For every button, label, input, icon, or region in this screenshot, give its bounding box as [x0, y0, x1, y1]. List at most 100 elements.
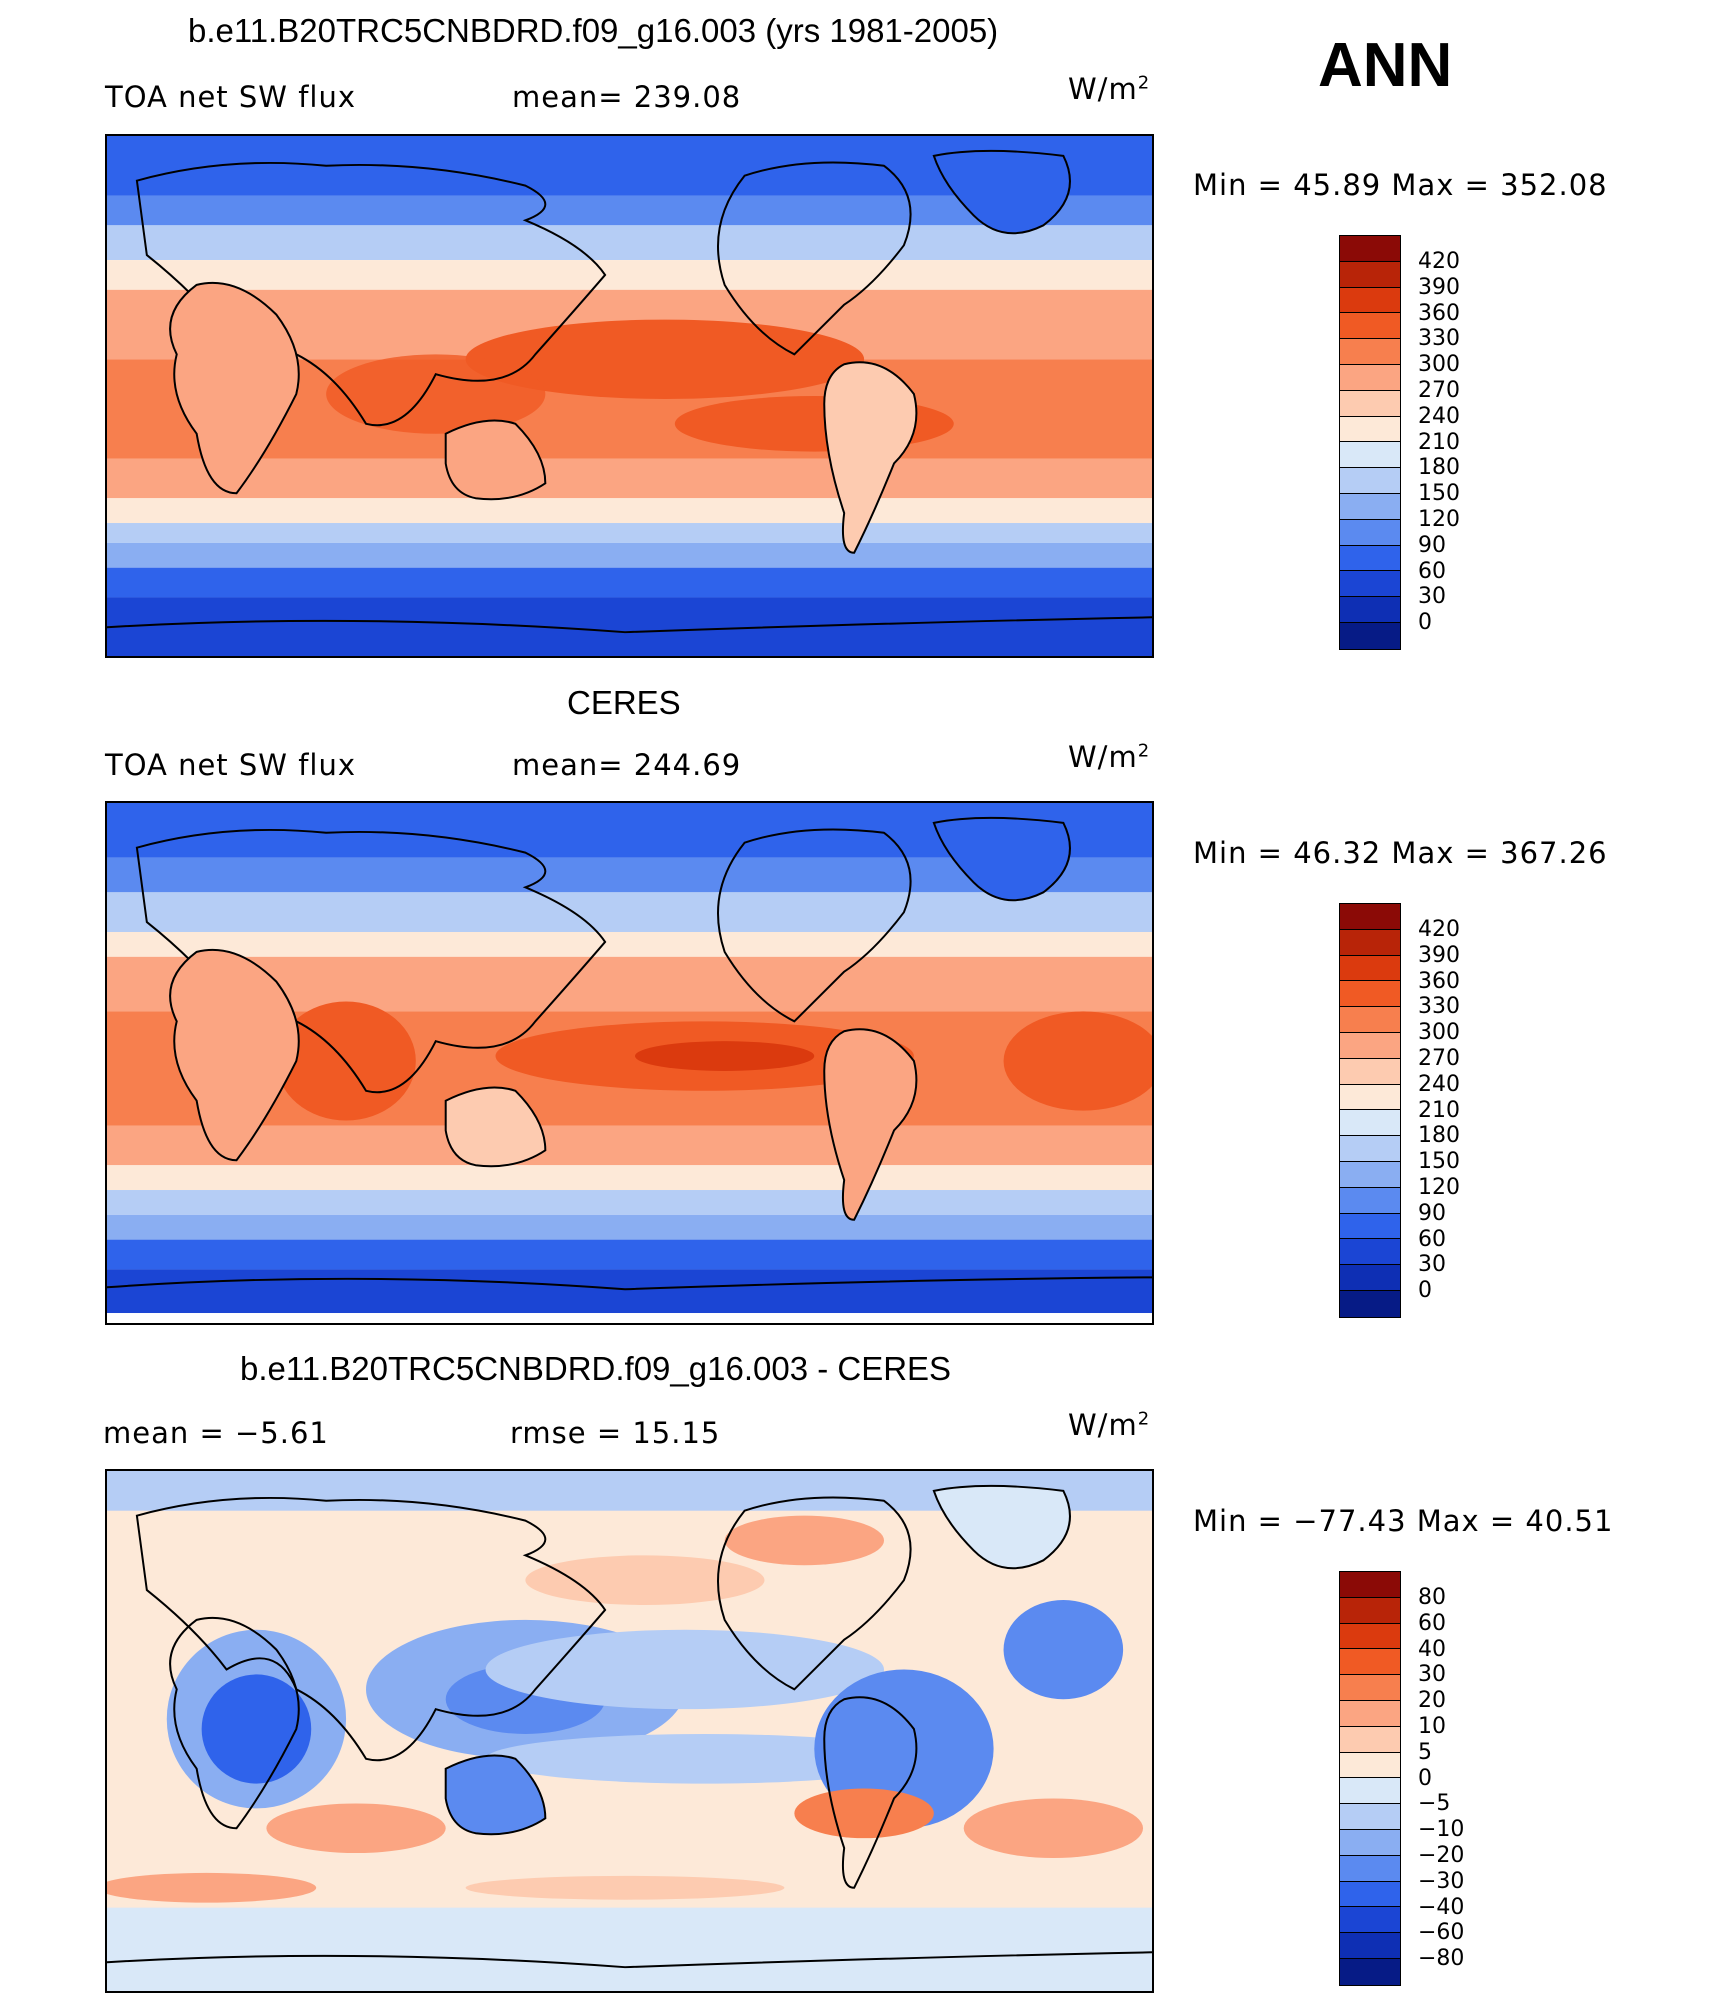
colorbar-tick-label: 60: [1418, 558, 1446, 584]
colorbar-tick-label: 90: [1418, 532, 1446, 558]
colorbar-swatch: [1340, 597, 1400, 623]
colorbar-tick-label: 120: [1418, 1174, 1460, 1200]
colorbar-swatch: [1340, 1136, 1400, 1162]
colorbar-swatch: [1340, 493, 1400, 520]
colorbar-tick-label: 30: [1418, 1252, 1446, 1278]
colorbar-swatch: [1340, 1778, 1400, 1805]
colorbar-swatch: [1340, 442, 1400, 469]
colorbar-tick-label: 0: [1418, 610, 1432, 636]
colorbar-swatch: [1340, 1239, 1400, 1266]
colorbar-swatch: [1340, 1907, 1400, 1934]
colorbar-tick-label: −5: [1418, 1791, 1451, 1817]
colorbar-swatch: [1340, 1649, 1400, 1676]
colorbar-swatch: [1340, 236, 1400, 262]
colorbar-swatch: [1340, 339, 1400, 365]
panel-2-variable-label: TOA net SW flux: [105, 748, 357, 782]
colorbar-tick-label: 150: [1418, 481, 1460, 507]
colorbar-tick-label: 10: [1418, 1713, 1446, 1739]
panel-3-colorbar-labels: 80 60 40 30 20 10 5 0 −5 −10 −20 −30 −40…: [1418, 1585, 1464, 1972]
colorbar-swatch: [1340, 1187, 1400, 1214]
panel-3-units: W/m2: [1068, 1408, 1151, 1442]
colorbar-tick-label: 60: [1418, 1226, 1446, 1252]
colorbar-swatch: [1340, 1110, 1400, 1137]
colorbar-tick-label: 180: [1418, 455, 1460, 481]
panel-1-mean-label: mean= 239.08: [512, 80, 742, 114]
colorbar-tick-label: 420: [1418, 917, 1460, 942]
colorbar-swatch: [1340, 1084, 1400, 1111]
colorbar-tick-label: 420: [1418, 249, 1460, 274]
colorbar-tick-label: −10: [1418, 1817, 1465, 1843]
colorbar-tick-label: 300: [1418, 1020, 1460, 1046]
colorbar-tick-label: 5: [1418, 1739, 1432, 1765]
colorbar-tick-label: 360: [1418, 300, 1460, 326]
colorbar-tick-label: 270: [1418, 1045, 1460, 1071]
colorbar-tick-label: 300: [1418, 352, 1460, 378]
colorbar-tick-label: 30: [1418, 1662, 1446, 1688]
panel-1-colorbar: [1339, 235, 1401, 650]
colorbar-swatch: [1340, 1058, 1400, 1085]
panel-3-rmse-label: rmse = 15.15: [510, 1416, 721, 1450]
colorbar-swatch: [1340, 1290, 1400, 1317]
colorbar-swatch: [1340, 519, 1400, 546]
colorbar-swatch: [1340, 468, 1400, 494]
colorbar-swatch: [1340, 1161, 1400, 1188]
colorbar-tick-label: −20: [1418, 1842, 1465, 1868]
panel-2-title: CERES: [567, 684, 681, 721]
colorbar-swatch: [1340, 1032, 1400, 1059]
colorbar-swatch: [1340, 1933, 1400, 1959]
colorbar-tick-label: 240: [1418, 403, 1460, 429]
colorbar-tick-label: 180: [1418, 1123, 1460, 1149]
colorbar-tick-label: −30: [1418, 1868, 1465, 1894]
colorbar-swatch: [1340, 1700, 1400, 1727]
colorbar-swatch: [1340, 1007, 1400, 1033]
panel-3-minmax: Min = −77.43 Max = 40.51: [1193, 1504, 1614, 1538]
panel-1-units: W/m2: [1068, 72, 1151, 106]
colorbar-tick-label: 40: [1418, 1636, 1446, 1662]
colorbar-tick-label: 210: [1418, 429, 1460, 455]
panel-1-map-svg: [107, 136, 1152, 656]
colorbar-swatch: [1340, 622, 1400, 649]
panel-2-map: [105, 801, 1154, 1325]
panel-3-title: b.e11.B20TRC5CNBDRD.f09_g16.003 - CERES: [240, 1350, 952, 1387]
panel-2-units: W/m2: [1068, 740, 1151, 774]
panel-1-map: [105, 134, 1154, 658]
colorbar-swatch: [1340, 955, 1400, 982]
colorbar-swatch: [1340, 981, 1400, 1008]
colorbar-tick-label: −60: [1418, 1920, 1465, 1946]
panel-1-minmax: Min = 45.89 Max = 352.08: [1193, 168, 1608, 202]
colorbar-swatch: [1340, 313, 1400, 340]
colorbar-swatch: [1340, 1623, 1400, 1650]
panel-2-colorbar-labels: 420 390 360 330 300 270 240 210 180 150 …: [1418, 917, 1460, 1304]
colorbar-swatch: [1340, 1597, 1400, 1624]
colorbar-tick-label: 330: [1418, 326, 1460, 352]
panel-2-colorbar: [1339, 903, 1401, 1318]
colorbar-tick-label: −80: [1418, 1946, 1465, 1972]
panel-1-title: b.e11.B20TRC5CNBDRD.f09_g16.003 (yrs 198…: [188, 12, 999, 49]
colorbar-tick-label: 150: [1418, 1149, 1460, 1175]
colorbar-tick-label: 390: [1418, 942, 1460, 968]
colorbar-tick-label: 240: [1418, 1071, 1460, 1097]
colorbar-tick-label: 60: [1418, 1610, 1446, 1636]
colorbar-tick-label: 360: [1418, 968, 1460, 994]
colorbar-tick-label: 270: [1418, 377, 1460, 403]
colorbar-tick-label: 20: [1418, 1688, 1446, 1714]
colorbar-tick-label: 30: [1418, 584, 1446, 610]
colorbar-swatch: [1340, 929, 1400, 956]
colorbar-swatch: [1340, 904, 1400, 930]
colorbar-swatch: [1340, 1726, 1400, 1753]
panel-3-mean-label: mean = −5.61: [103, 1416, 329, 1450]
colorbar-swatch: [1340, 1855, 1400, 1882]
colorbar-tick-label: 80: [1418, 1585, 1446, 1610]
colorbar-swatch: [1340, 1265, 1400, 1291]
panel-3-colorbar: [1339, 1571, 1401, 1986]
colorbar-swatch: [1340, 1881, 1400, 1908]
colorbar-tick-label: 210: [1418, 1097, 1460, 1123]
colorbar-swatch: [1340, 1829, 1400, 1856]
colorbar-swatch: [1340, 287, 1400, 314]
panel-2-map-svg: [107, 803, 1152, 1323]
colorbar-swatch: [1340, 1958, 1400, 1985]
colorbar-tick-label: 90: [1418, 1200, 1446, 1226]
season-label: ANN: [1318, 31, 1453, 100]
colorbar-tick-label: 330: [1418, 994, 1460, 1020]
panel-3-map: [105, 1469, 1154, 1993]
